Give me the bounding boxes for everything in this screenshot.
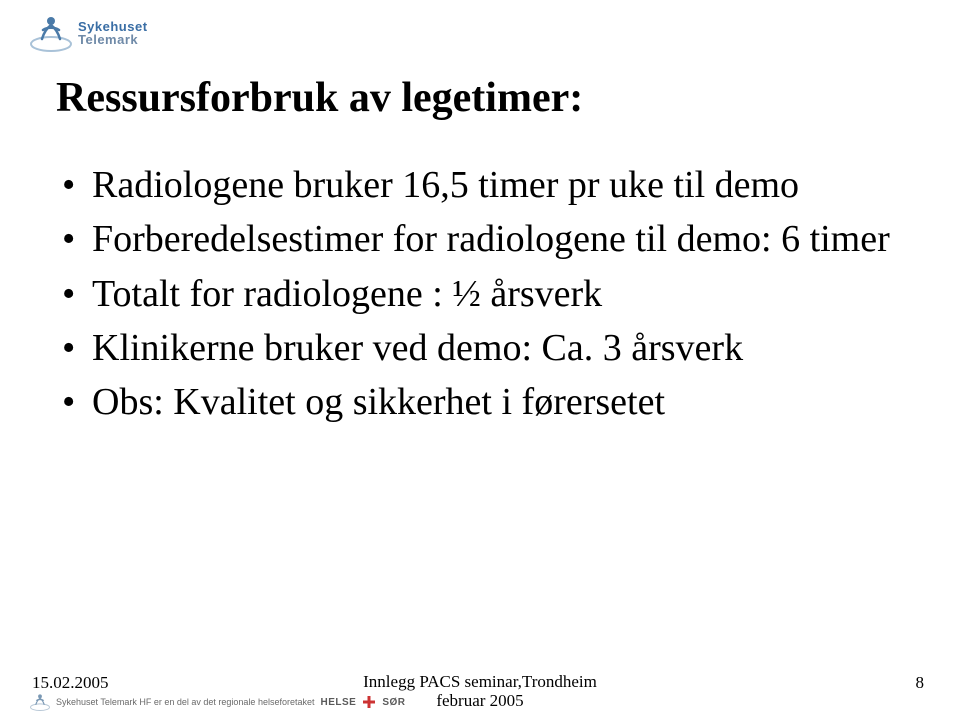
footer-strip-text: Sykehuset Telemark HF er en del av det r… — [56, 697, 314, 707]
header-logo: Sykehuset Telemark — [30, 14, 148, 52]
bullet-item: Obs: Kvalitet og sikkerhet i førersetet — [56, 379, 900, 425]
footer-page-number: 8 — [916, 673, 925, 693]
bullet-item: Radiologene bruker 16,5 timer pr uke til… — [56, 162, 900, 208]
footer-center-line1: Innlegg PACS seminar,Trondheim — [0, 672, 960, 692]
logo-text-bottom: Telemark — [78, 33, 148, 46]
bullet-item: Forberedelsestimer for radiologene til d… — [56, 216, 900, 262]
logo-icon — [30, 14, 72, 52]
slide: Sykehuset Telemark Ressursforbruk av leg… — [0, 0, 960, 723]
footer-logo-strip: Sykehuset Telemark HF er en del av det r… — [30, 693, 406, 711]
bullet-item: Klinikerne bruker ved demo: Ca. 3 årsver… — [56, 325, 900, 371]
plus-icon — [362, 695, 376, 709]
logo-text: Sykehuset Telemark — [78, 20, 148, 46]
slide-body: Radiologene bruker 16,5 timer pr uke til… — [56, 162, 900, 434]
footer-logo-icon — [30, 693, 50, 711]
bullet-item: Totalt for radiologene : ½ årsverk — [56, 271, 900, 317]
footer-helse-label: HELSE — [320, 697, 356, 708]
footer: 15.02.2005 Innlegg PACS seminar,Trondhei… — [0, 663, 960, 713]
slide-title: Ressursforbruk av legetimer: — [56, 74, 904, 122]
bullet-list: Radiologene bruker 16,5 timer pr uke til… — [56, 162, 900, 426]
footer-sor-label: SØR — [382, 697, 405, 708]
